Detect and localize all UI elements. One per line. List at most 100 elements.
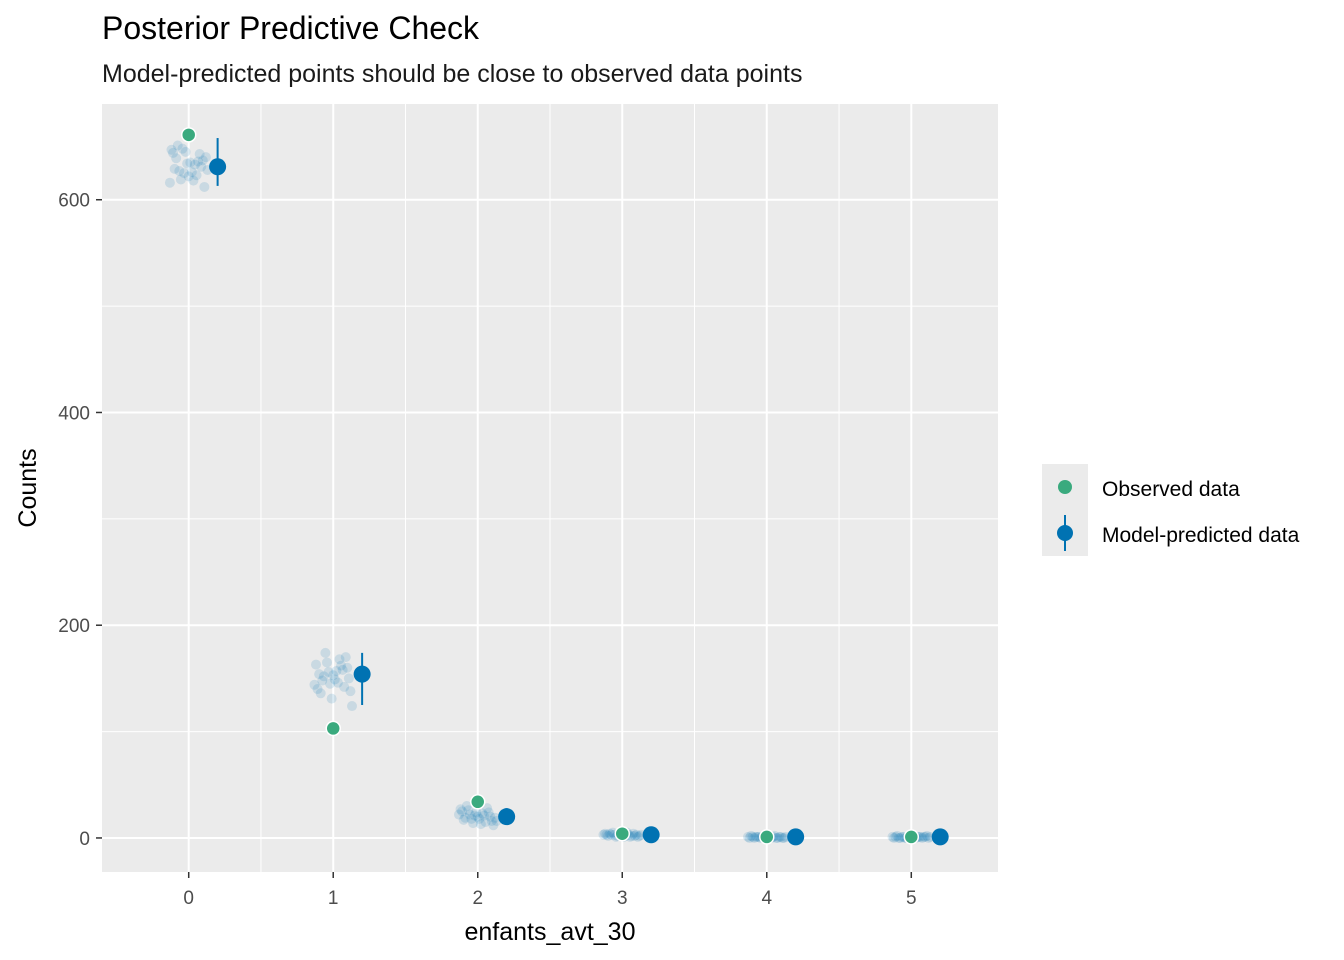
predicted-point xyxy=(787,828,805,846)
draw-point xyxy=(309,679,320,690)
observed-point xyxy=(325,720,341,737)
draw-point xyxy=(340,652,351,663)
draw-point xyxy=(634,830,645,841)
x-tick-label: 4 xyxy=(761,888,772,909)
draw-point xyxy=(175,174,186,185)
predicted-series xyxy=(209,138,949,846)
draw-point xyxy=(171,153,182,164)
draw-point xyxy=(485,811,496,822)
draw-point xyxy=(318,671,329,682)
grid-minor xyxy=(102,104,998,872)
draw-point xyxy=(918,831,929,842)
draw-point xyxy=(489,812,500,823)
x-tick-label: 2 xyxy=(472,888,483,909)
draw-point xyxy=(453,809,464,820)
draw-point xyxy=(194,148,205,159)
y-axis: 0 200 400 600 xyxy=(58,191,102,850)
draw-point xyxy=(920,831,931,842)
draw-point xyxy=(168,147,179,158)
draw-point xyxy=(604,828,615,839)
draw-point xyxy=(321,657,332,668)
draw-point xyxy=(466,813,477,824)
draw-point xyxy=(199,181,210,192)
draw-point xyxy=(182,158,193,169)
x-tick-label: 3 xyxy=(617,888,628,909)
draw-point xyxy=(188,175,199,186)
draw-point xyxy=(314,669,325,680)
y-tick-label: 400 xyxy=(58,403,90,424)
draw-point xyxy=(742,831,753,842)
draw-point xyxy=(317,675,328,686)
draw-point xyxy=(471,807,482,818)
draw-point xyxy=(315,688,326,699)
draw-point xyxy=(631,829,642,840)
draw-point xyxy=(778,832,789,843)
draw-point xyxy=(200,152,211,163)
draw-point xyxy=(486,815,497,826)
draw-point xyxy=(892,830,903,841)
observed-point xyxy=(903,829,920,845)
predicted-point xyxy=(353,665,371,683)
legend-predicted-label: Model-predicted data xyxy=(1102,524,1300,547)
draw-point xyxy=(744,832,755,843)
draw-point xyxy=(186,167,197,178)
draw-point xyxy=(475,819,486,830)
draw-point xyxy=(311,659,322,670)
observed-point xyxy=(614,825,631,842)
observed-point xyxy=(759,829,775,845)
legend-predicted-symbol xyxy=(1057,525,1073,541)
draw-point xyxy=(183,171,194,182)
draw-point xyxy=(479,810,490,821)
observed-point xyxy=(469,794,486,810)
draw-point xyxy=(166,144,177,155)
draw-point xyxy=(889,832,900,843)
draw-point xyxy=(468,818,479,829)
chart-subtitle: Model-predicted points should be close t… xyxy=(102,60,803,88)
draw-point xyxy=(345,686,356,697)
draw-point xyxy=(174,166,185,177)
draw-point xyxy=(480,817,491,828)
draw-point xyxy=(632,831,643,842)
draw-point xyxy=(332,677,343,688)
draw-point xyxy=(887,831,898,842)
draw-point xyxy=(334,654,345,665)
draw-point xyxy=(474,813,485,824)
y-tick-label: 200 xyxy=(58,616,90,637)
draw-point xyxy=(777,832,788,843)
draw-point xyxy=(895,832,906,843)
draw-point xyxy=(750,831,761,842)
draw-point xyxy=(455,804,466,815)
legend-observed-label: Observed data xyxy=(1102,478,1240,501)
draw-point xyxy=(461,801,472,812)
draw-point xyxy=(628,828,639,839)
draw-point xyxy=(347,701,358,712)
draw-point xyxy=(482,803,493,814)
draw-point xyxy=(629,830,640,841)
x-tick-label: 5 xyxy=(906,888,917,909)
draw-point xyxy=(189,159,200,170)
x-axis: 0 1 2 3 4 5 xyxy=(183,872,917,909)
draw-point xyxy=(172,140,183,151)
draw-point xyxy=(337,664,348,675)
draw-point xyxy=(179,168,190,179)
y-tick-label: 600 xyxy=(58,191,90,212)
draw-point xyxy=(460,812,471,823)
draw-point xyxy=(893,832,904,843)
x-tick-label: 0 xyxy=(183,888,194,909)
draw-point xyxy=(164,177,175,188)
draw-point xyxy=(326,693,337,704)
draw-point xyxy=(328,670,339,681)
draw-point xyxy=(169,163,180,174)
chart-title: Posterior Predictive Check xyxy=(102,10,480,46)
draw-point xyxy=(457,806,468,817)
draw-point xyxy=(746,830,757,841)
draw-point xyxy=(325,678,336,689)
draw-point xyxy=(601,829,612,840)
y-axis-title: Counts xyxy=(14,448,42,527)
x-tick-label: 1 xyxy=(328,888,339,909)
draw-point xyxy=(772,832,783,843)
draw-point xyxy=(336,660,347,671)
grid-major xyxy=(102,104,998,872)
observed-series xyxy=(180,127,920,845)
